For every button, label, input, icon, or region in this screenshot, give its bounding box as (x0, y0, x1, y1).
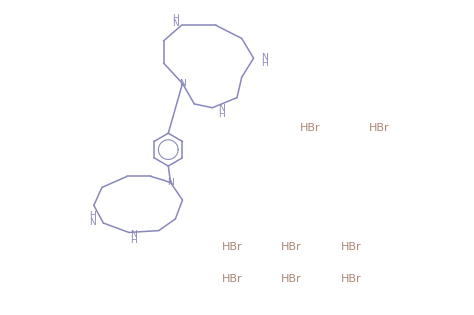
Text: H: H (261, 60, 267, 68)
Text: N: N (261, 53, 267, 61)
Text: HBr: HBr (222, 274, 243, 284)
Text: H: H (90, 211, 96, 220)
Text: HBr: HBr (369, 123, 390, 133)
Text: HBr: HBr (281, 242, 302, 252)
Text: HBr: HBr (222, 242, 243, 252)
Text: HBr: HBr (340, 274, 361, 284)
Text: N: N (90, 218, 96, 226)
Text: HBr: HBr (281, 274, 302, 284)
Text: N: N (219, 104, 225, 113)
Text: H: H (172, 14, 179, 23)
Text: H: H (130, 236, 137, 245)
Text: N: N (179, 79, 186, 88)
Text: N: N (172, 19, 179, 28)
Text: N: N (167, 178, 174, 187)
Text: N: N (130, 230, 137, 238)
Text: HBr: HBr (300, 123, 321, 133)
Text: H: H (219, 110, 225, 119)
Text: HBr: HBr (340, 242, 361, 252)
